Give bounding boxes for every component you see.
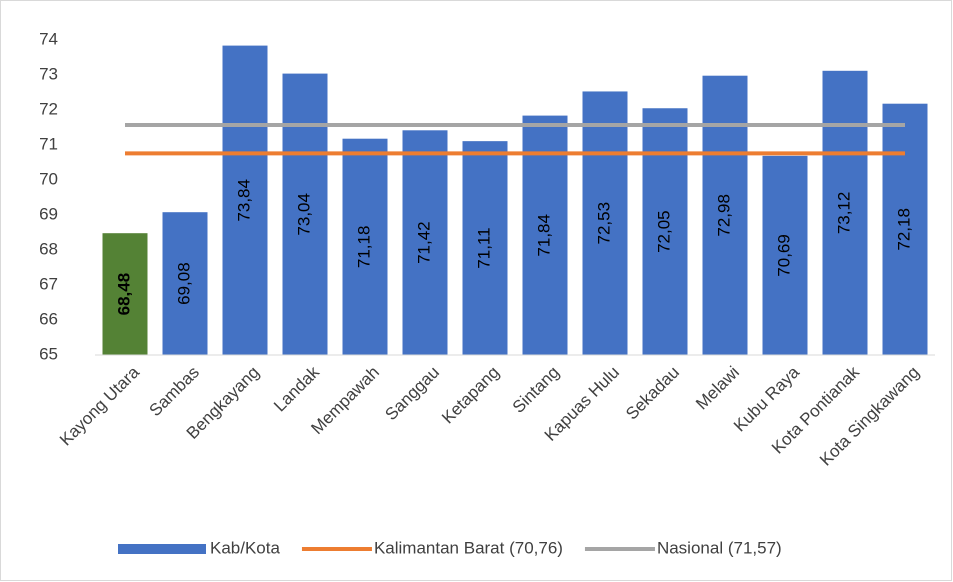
- y-tick-label: 70: [39, 169, 58, 188]
- y-tick-label: 65: [39, 344, 58, 363]
- bar: [162, 212, 208, 355]
- bar: [702, 75, 748, 355]
- bar: [402, 130, 448, 355]
- bar: [882, 103, 928, 355]
- legend-swatch: [118, 544, 206, 554]
- bar: [822, 70, 868, 356]
- bar: [582, 91, 628, 355]
- bar: [522, 115, 568, 355]
- bar: [462, 141, 508, 355]
- bar: [102, 233, 148, 355]
- value-label: 72,05: [654, 210, 673, 253]
- bar: [222, 45, 268, 355]
- value-label: 71,84: [534, 214, 553, 257]
- bar: [342, 138, 388, 355]
- bar: [282, 73, 328, 355]
- legend-label: Nasional (71,57): [657, 538, 782, 557]
- y-tick-label: 68: [39, 239, 58, 258]
- bar: [762, 155, 808, 355]
- y-tick-label: 72: [39, 99, 58, 118]
- value-label: 71,11: [474, 227, 493, 268]
- value-label: 72,98: [714, 194, 733, 237]
- legend-label: Kalimantan Barat (70,76): [374, 538, 563, 557]
- value-label: 73,84: [234, 179, 253, 222]
- value-label: 71,42: [414, 221, 433, 264]
- value-label: 72,53: [594, 202, 613, 245]
- legend-label: Kab/Kota: [210, 538, 280, 557]
- bar: [642, 108, 688, 355]
- y-tick-label: 71: [39, 134, 58, 153]
- value-label: 69,08: [174, 262, 193, 305]
- y-tick-label: 67: [39, 274, 58, 293]
- value-label: 73,12: [834, 192, 853, 235]
- value-label: 73,04: [294, 193, 313, 236]
- y-tick-label: 69: [39, 204, 58, 223]
- value-label: 68,48: [114, 273, 133, 316]
- value-label: 72,18: [894, 208, 913, 251]
- y-tick-label: 74: [39, 29, 58, 48]
- y-tick-label: 73: [39, 64, 58, 83]
- y-tick-label: 66: [39, 309, 58, 328]
- value-label: 71,18: [354, 226, 373, 269]
- value-label: 70,69: [774, 234, 793, 277]
